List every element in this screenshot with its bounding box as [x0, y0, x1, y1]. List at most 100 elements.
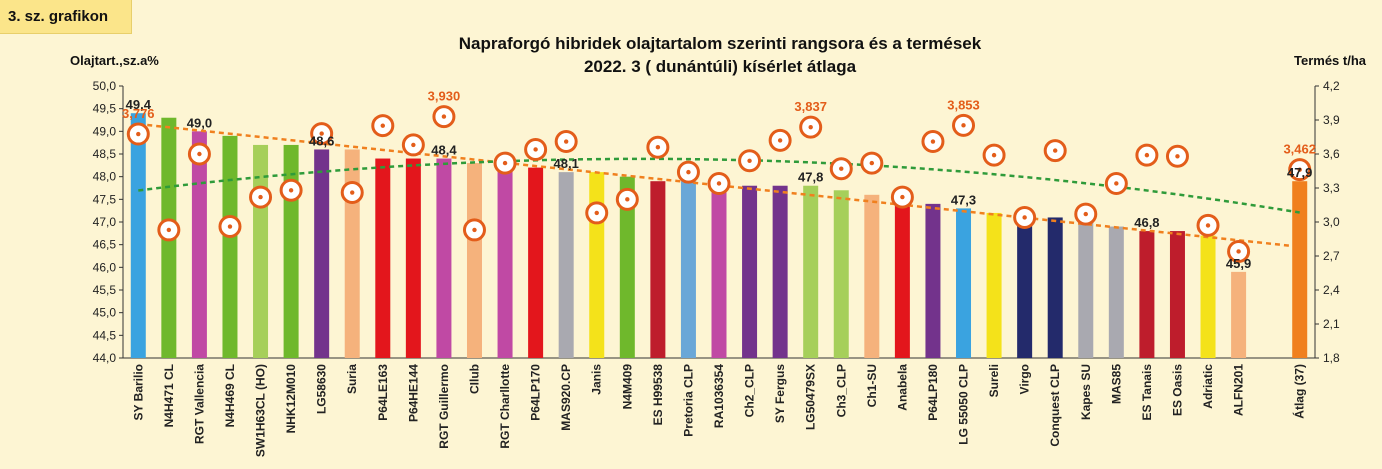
- yield-marker-dot-35: [1175, 154, 1180, 159]
- category-label-11: RGT Guillermo: [437, 364, 451, 449]
- oil-value-label-34: 46,8: [1134, 215, 1159, 230]
- category-label-25: Ch1-SU: [865, 364, 879, 407]
- category-label-26: Anabela: [895, 364, 909, 411]
- oil-value-label-3: 49,0: [187, 115, 212, 130]
- right-tick-label: 1,8: [1323, 351, 1340, 365]
- right-tick-label: 3,6: [1323, 147, 1340, 161]
- bar-15: [558, 172, 574, 358]
- category-label-33: MAS85: [1109, 364, 1123, 404]
- bar-19: [680, 181, 696, 358]
- yield-marker-dot-31: [1053, 148, 1058, 153]
- bar-20: [711, 181, 727, 358]
- bar-37: [1231, 271, 1247, 358]
- category-label-30: Virgo: [1018, 364, 1032, 394]
- right-axis-title: Termés t/ha: [1294, 53, 1367, 68]
- category-label-7: LG58630: [315, 364, 329, 414]
- category-label-3: RGT Vallencia: [192, 364, 206, 444]
- yield-marker-dot-32: [1083, 211, 1088, 217]
- right-tick-label: 2,1: [1323, 317, 1340, 331]
- bar-4: [222, 135, 238, 358]
- yield-value-label-1: 3,776: [122, 106, 155, 121]
- left-tick-label: 49,0: [93, 124, 117, 138]
- yield-marker-dot-26: [900, 194, 905, 200]
- category-label-6: NHK12M010: [284, 364, 298, 434]
- category-label-23: LG50479SX: [804, 364, 818, 430]
- left-axis-title: Olajtart.,sz.a%: [70, 53, 159, 68]
- yield-value-label-38: 3,462: [1283, 142, 1316, 157]
- bar-14: [528, 167, 544, 358]
- left-tick-label: 50,0: [93, 79, 117, 93]
- left-tick-label: 48,0: [93, 170, 117, 184]
- bar-36: [1200, 235, 1216, 358]
- bar-17: [619, 176, 635, 358]
- bar-21: [742, 185, 758, 358]
- oil-value-label-28: 47,3: [951, 192, 976, 207]
- bar-12: [466, 163, 482, 358]
- category-label-10: P64HE144: [406, 364, 420, 422]
- bar-11: [436, 158, 452, 358]
- yield-marker-dot-20: [716, 181, 722, 186]
- yield-marker-dot-8: [350, 190, 355, 195]
- bar-1: [130, 113, 146, 358]
- yield-marker-dot-12: [472, 227, 477, 233]
- yield-marker-dot-30: [1022, 215, 1027, 220]
- yield-marker-dot-38: [1297, 167, 1302, 172]
- oil-value-label-15: 48,1: [554, 156, 579, 171]
- yield-marker-dot-15: [563, 139, 569, 144]
- bar-24: [833, 190, 849, 358]
- category-label-24: Ch3_CLP: [834, 364, 848, 417]
- bar-6: [283, 144, 299, 358]
- yield-marker-dot-7: [319, 131, 324, 136]
- bar-26: [894, 199, 910, 358]
- bar-3: [191, 131, 207, 358]
- category-label-13: RGT Charllotte: [498, 364, 512, 449]
- bar-9: [375, 158, 391, 358]
- oil-value-label-37: 45,9: [1226, 256, 1251, 271]
- right-tick-label: 2,7: [1323, 249, 1340, 263]
- category-label-9: P64LE163: [376, 364, 390, 421]
- category-label-28: LG 55050 CLP: [957, 364, 971, 445]
- yield-marker-dot-33: [1114, 181, 1119, 186]
- left-tick-label: 46,0: [93, 260, 117, 274]
- left-tick-label: 49,5: [93, 102, 117, 116]
- yield-marker-dot-24: [839, 166, 844, 171]
- left-tick-label: 47,0: [93, 215, 117, 229]
- category-label-17: N4M409: [620, 364, 634, 410]
- yield-marker-dot-23: [808, 124, 813, 130]
- yield-marker-dot-9: [380, 123, 385, 128]
- yield-marker-dot-4: [227, 224, 233, 229]
- category-label-19: Pretoria CLP: [681, 364, 695, 437]
- bar-13: [497, 163, 513, 358]
- category-label-16: Janis: [590, 364, 604, 395]
- chart-title-line-1: Napraforgó hibridek olajtartalom szerint…: [458, 34, 982, 53]
- bar-35: [1169, 231, 1185, 358]
- bar-32: [1078, 222, 1094, 358]
- yield-marker-dot-21: [747, 158, 752, 163]
- left-tick-label: 45,5: [93, 283, 117, 297]
- bar-16: [589, 172, 605, 358]
- category-label-18: ES H99538: [651, 364, 665, 426]
- oil-value-label-11: 48,4: [431, 143, 457, 158]
- category-label-37: ALFN201: [1232, 364, 1246, 416]
- bar-31: [1047, 217, 1063, 358]
- oil-value-label-38: 47,9: [1287, 165, 1312, 180]
- left-tick-label: 48,5: [93, 147, 117, 161]
- yield-marker-dot-18: [655, 145, 661, 150]
- yield-marker-dot-25: [869, 160, 875, 166]
- right-tick-label: 3,0: [1323, 215, 1340, 229]
- bar-25: [864, 194, 880, 358]
- bar-22: [772, 185, 788, 358]
- left-tick-label: 44,5: [93, 328, 117, 342]
- category-label-12: CIlub: [467, 364, 481, 394]
- right-tick-label: 3,3: [1323, 181, 1340, 195]
- right-tick-label: 3,9: [1323, 113, 1340, 127]
- yield-marker-dot-5: [258, 194, 263, 200]
- bar-18: [650, 181, 666, 358]
- bar-34: [1139, 231, 1155, 358]
- category-label-36: Adriatic: [1201, 364, 1215, 409]
- yield-marker-dot-37: [1236, 249, 1241, 254]
- bar-30: [1017, 217, 1033, 358]
- oil-trend-line: [138, 122, 1300, 248]
- category-label-34: ES Tanais: [1140, 364, 1154, 421]
- category-label-8: Suria: [345, 364, 359, 394]
